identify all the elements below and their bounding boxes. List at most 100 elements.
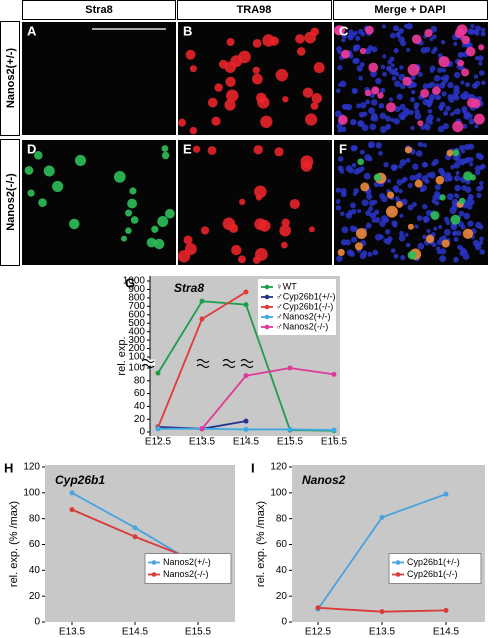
- cell: [125, 209, 133, 217]
- row-label-box: [0, 21, 20, 136]
- cell: [398, 36, 405, 43]
- cell: [165, 208, 175, 219]
- cell: [465, 46, 476, 57]
- column-header: TRA98: [237, 4, 272, 16]
- point: [331, 427, 337, 433]
- cell: [398, 188, 403, 194]
- cell: [414, 179, 423, 188]
- cell: [439, 248, 447, 255]
- cell: [371, 218, 377, 223]
- legend-marker: [395, 572, 401, 577]
- cell: [390, 63, 395, 68]
- y-tick-label: 600: [128, 309, 145, 320]
- cell: [295, 34, 305, 44]
- cell: [399, 65, 404, 70]
- cell: [371, 46, 378, 53]
- cell: [474, 124, 479, 129]
- cell: [308, 226, 315, 233]
- cell: [337, 156, 344, 162]
- cell: [347, 209, 353, 215]
- cell: [347, 34, 352, 39]
- y-tick-label: 400: [128, 326, 145, 337]
- cell: [237, 255, 246, 264]
- cell: [183, 235, 193, 245]
- cell: [453, 161, 461, 169]
- cell: [458, 197, 466, 205]
- cell: [425, 234, 435, 244]
- cell: [404, 146, 413, 154]
- cell: [226, 89, 239, 102]
- y-axis-label: rel. exp. (% /max): [255, 501, 267, 587]
- cell: [338, 82, 343, 87]
- y-tick-label: 100: [270, 487, 287, 498]
- y-tick-label: 40: [134, 401, 146, 412]
- cell: [361, 250, 368, 256]
- cell: [161, 145, 169, 152]
- y-tick-label: 0: [139, 427, 145, 438]
- cell: [429, 65, 436, 72]
- legend-label: ♂Nanos2(-/-): [276, 321, 328, 331]
- cell: [371, 115, 379, 122]
- cell: [429, 37, 434, 42]
- panel-letter: E: [183, 141, 192, 156]
- cell: [386, 191, 395, 199]
- cell: [453, 236, 459, 242]
- cell: [354, 242, 363, 251]
- cell: [423, 162, 429, 168]
- x-tick-label: E15.5: [185, 627, 212, 638]
- cell: [374, 209, 380, 215]
- legend-marker: [151, 572, 157, 577]
- cell: [365, 210, 372, 217]
- y-tick-label: 60: [276, 539, 288, 550]
- cell: [467, 220, 474, 227]
- y-tick-label: 1000: [123, 276, 146, 287]
- cell: [441, 239, 450, 248]
- cell: [403, 23, 409, 29]
- cell: [382, 54, 387, 59]
- cell: [340, 49, 350, 59]
- y-tick-label: 20: [29, 591, 41, 602]
- legend-box: [144, 553, 232, 584]
- cell: [355, 35, 361, 41]
- cell: [341, 226, 349, 234]
- cell: [479, 249, 485, 255]
- cell: [398, 234, 406, 242]
- y-tick-label: 40: [276, 565, 288, 576]
- cell: [410, 125, 415, 131]
- cell: [381, 71, 387, 77]
- cell: [364, 154, 372, 161]
- cell: [390, 248, 396, 254]
- legend-label: Cyp26b1(-/-): [407, 569, 458, 579]
- cell: [335, 187, 341, 193]
- axis-break-gap: [141, 359, 155, 366]
- cell: [396, 201, 403, 208]
- cell: [43, 165, 55, 177]
- cell: [449, 207, 457, 215]
- cell: [474, 169, 481, 176]
- axis-break-gap: [222, 359, 236, 366]
- cell: [253, 145, 263, 155]
- cell: [410, 74, 416, 81]
- cell: [365, 222, 372, 229]
- y-tick-label: 80: [134, 375, 146, 386]
- cell: [437, 125, 445, 133]
- cell: [441, 91, 447, 97]
- cell: [452, 231, 457, 237]
- cell: [421, 175, 429, 182]
- cell: [420, 125, 426, 130]
- cell: [393, 253, 399, 259]
- axis-break: [141, 363, 155, 369]
- cell: [414, 224, 419, 229]
- cell: [380, 87, 386, 94]
- cell: [455, 230, 462, 236]
- cell: [434, 94, 441, 101]
- chart-title: Stra8: [174, 281, 204, 295]
- cell: [360, 102, 367, 109]
- cell: [405, 158, 411, 163]
- cell: [274, 147, 284, 157]
- cell: [366, 193, 373, 200]
- axis-break: [196, 358, 210, 364]
- cell: [420, 88, 430, 98]
- cell: [445, 220, 451, 226]
- cell: [367, 251, 373, 257]
